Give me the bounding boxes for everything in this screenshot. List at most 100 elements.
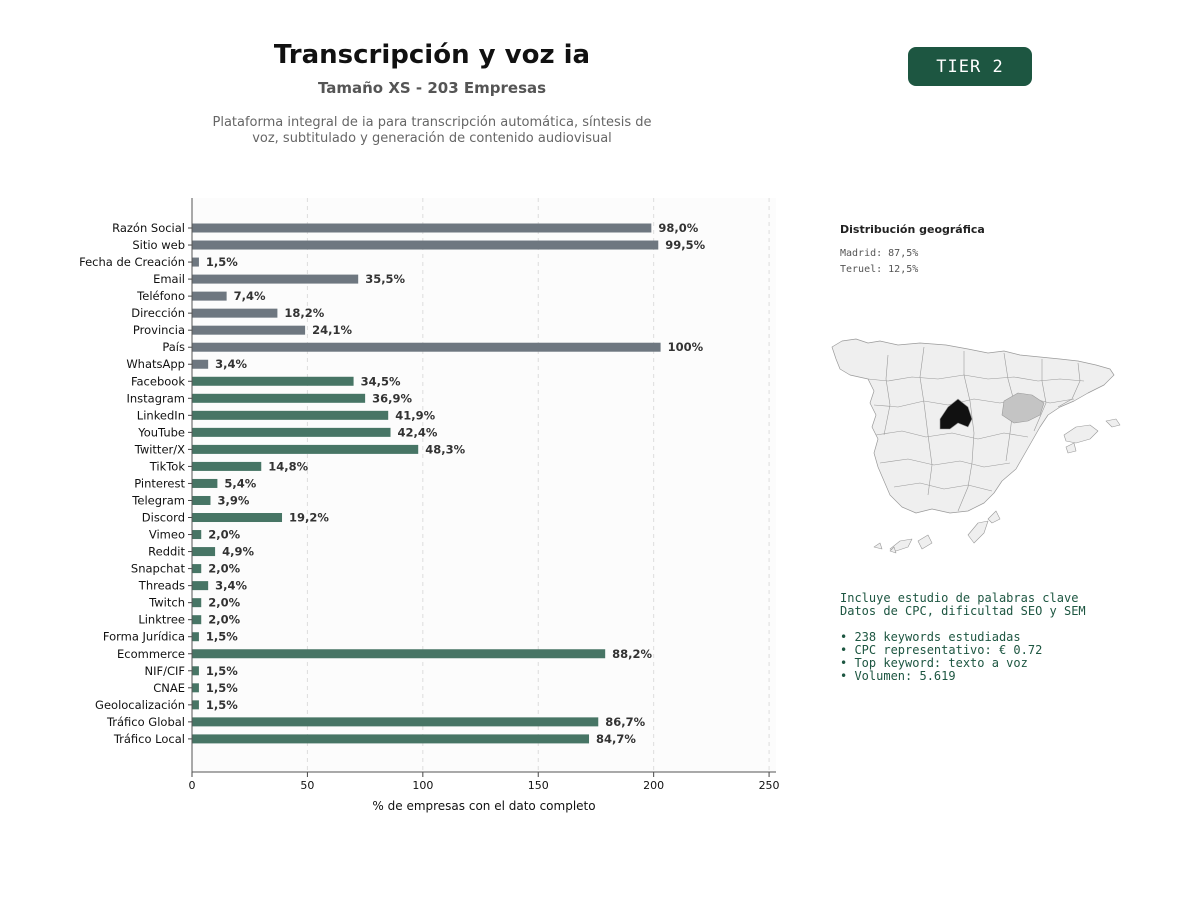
description-line-1: Plataforma integral de ia para transcrip… xyxy=(212,115,652,130)
bar xyxy=(192,734,590,744)
data-label: 48,3% xyxy=(425,442,465,456)
y-tick-label: WhatsApp xyxy=(126,357,185,371)
bar xyxy=(192,495,211,505)
keywords-line-1: Incluye estudio de palabras clave xyxy=(840,591,1079,605)
data-label: 3,4% xyxy=(215,357,247,371)
x-tick-label: 0 xyxy=(189,779,196,792)
data-label: 41,9% xyxy=(395,408,435,422)
y-tick-label: Facebook xyxy=(131,374,185,388)
y-tick-label: Snapchat xyxy=(131,562,186,576)
data-label: 88,2% xyxy=(612,647,652,661)
bar xyxy=(192,342,661,352)
y-tick-label: Razón Social xyxy=(112,221,185,235)
y-tick-label: Vimeo xyxy=(149,528,185,542)
island-gran-canaria xyxy=(917,534,933,550)
data-label: 99,5% xyxy=(665,238,705,252)
bar xyxy=(192,325,306,335)
data-label: 1,5% xyxy=(206,630,238,644)
province-border xyxy=(893,482,993,492)
bar xyxy=(192,410,389,420)
bar xyxy=(192,649,606,659)
bar xyxy=(192,427,391,437)
data-label: 2,0% xyxy=(208,528,240,542)
data-label: 3,9% xyxy=(217,493,249,507)
bar xyxy=(192,666,199,676)
bar xyxy=(192,717,599,727)
y-tick-label: Discord xyxy=(142,511,185,525)
bar-chart: 0 50 100 150 200 250 Razón Social 98,0% Sitio we… xyxy=(79,198,780,813)
bar xyxy=(192,274,359,284)
bar xyxy=(192,700,199,710)
bar xyxy=(192,240,659,250)
province-border xyxy=(873,396,1075,408)
x-tick-label: 100 xyxy=(412,779,433,792)
data-label: 18,2% xyxy=(284,306,324,320)
data-label: 1,5% xyxy=(206,698,238,712)
province-border xyxy=(1057,362,1081,408)
page-subtitle: Tamaño XS - 203 Empresas xyxy=(317,79,547,97)
data-label: 14,8% xyxy=(268,459,308,473)
bar xyxy=(192,632,199,642)
data-label: 86,7% xyxy=(605,715,645,729)
y-tick-label: Fecha de Creación xyxy=(79,255,185,269)
y-tick-label: Instagram xyxy=(126,391,185,405)
y-tick-label: LinkedIn xyxy=(137,408,185,422)
y-tick-label: Email xyxy=(153,272,185,286)
spain-map xyxy=(831,338,1121,554)
keywords-line-2: Datos de CPC, dificultad SEO y SEM xyxy=(840,604,1086,618)
x-tick-label: 250 xyxy=(759,779,780,792)
bar xyxy=(192,478,218,488)
x-tick-label: 50 xyxy=(300,779,314,792)
y-tick-label: Linktree xyxy=(138,613,185,627)
y-tick-label: YouTube xyxy=(137,425,185,439)
geo-item-madrid: Madrid: 87,5% xyxy=(840,248,919,259)
y-tick-label: Dirección xyxy=(131,306,185,320)
bar xyxy=(192,615,202,625)
page-description: Plataforma integral de ia para transcrip… xyxy=(202,115,662,147)
bar xyxy=(192,359,209,369)
data-label: 1,5% xyxy=(206,664,238,678)
province-border xyxy=(875,430,1029,440)
province-border xyxy=(883,354,891,436)
data-label: 2,0% xyxy=(208,596,240,610)
province-border xyxy=(879,458,1011,468)
data-label: 24,1% xyxy=(312,323,352,337)
data-label: 84,7% xyxy=(596,732,636,746)
bar xyxy=(192,444,419,454)
province-border xyxy=(957,351,975,512)
bar xyxy=(192,393,366,403)
geo-list: Madrid: 87,5% Teruel: 12,5% xyxy=(840,246,918,278)
y-tick-label: Teléfono xyxy=(136,289,185,303)
keyword-bullet: • Volumen: 5.619 xyxy=(840,669,956,683)
y-tick-label: CNAE xyxy=(153,681,185,695)
y-tick-label: Telegram xyxy=(131,493,185,507)
data-label: 2,0% xyxy=(208,562,240,576)
data-label: 3,4% xyxy=(215,579,247,593)
data-label: 1,5% xyxy=(206,681,238,695)
y-tick-label: Reddit xyxy=(148,545,185,559)
x-axis-label: % de empresas con el dato completo xyxy=(372,799,595,813)
x-tick-label: 200 xyxy=(643,779,664,792)
data-label: 7,4% xyxy=(234,289,266,303)
y-tick-label: Twitch xyxy=(148,596,185,610)
y-tick-label: NIF/CIF xyxy=(144,664,185,678)
province-border xyxy=(1033,359,1047,432)
plot-area xyxy=(192,198,776,772)
keywords-panel: Incluye estudio de palabras clave Datos … xyxy=(840,592,1086,683)
island-la-gomera xyxy=(873,542,883,550)
y-tick-label: TikTok xyxy=(149,459,186,473)
data-label: 36,9% xyxy=(372,391,412,405)
bar xyxy=(192,376,354,386)
y-tick-label: Sitio web xyxy=(132,238,185,252)
island-menorca xyxy=(1105,418,1121,428)
data-label: 1,5% xyxy=(206,255,238,269)
region-teruel xyxy=(1001,392,1045,424)
data-label: 35,5% xyxy=(365,272,405,286)
data-label: 42,4% xyxy=(398,425,438,439)
keyword-bullet: • CPC representativo: € 0.72 xyxy=(840,643,1043,657)
data-label: 100% xyxy=(668,340,704,354)
region-madrid xyxy=(939,398,973,430)
y-tick-label: Tráfico Local xyxy=(113,732,185,746)
island-ibiza xyxy=(1065,442,1077,454)
data-label: 5,4% xyxy=(224,476,256,490)
